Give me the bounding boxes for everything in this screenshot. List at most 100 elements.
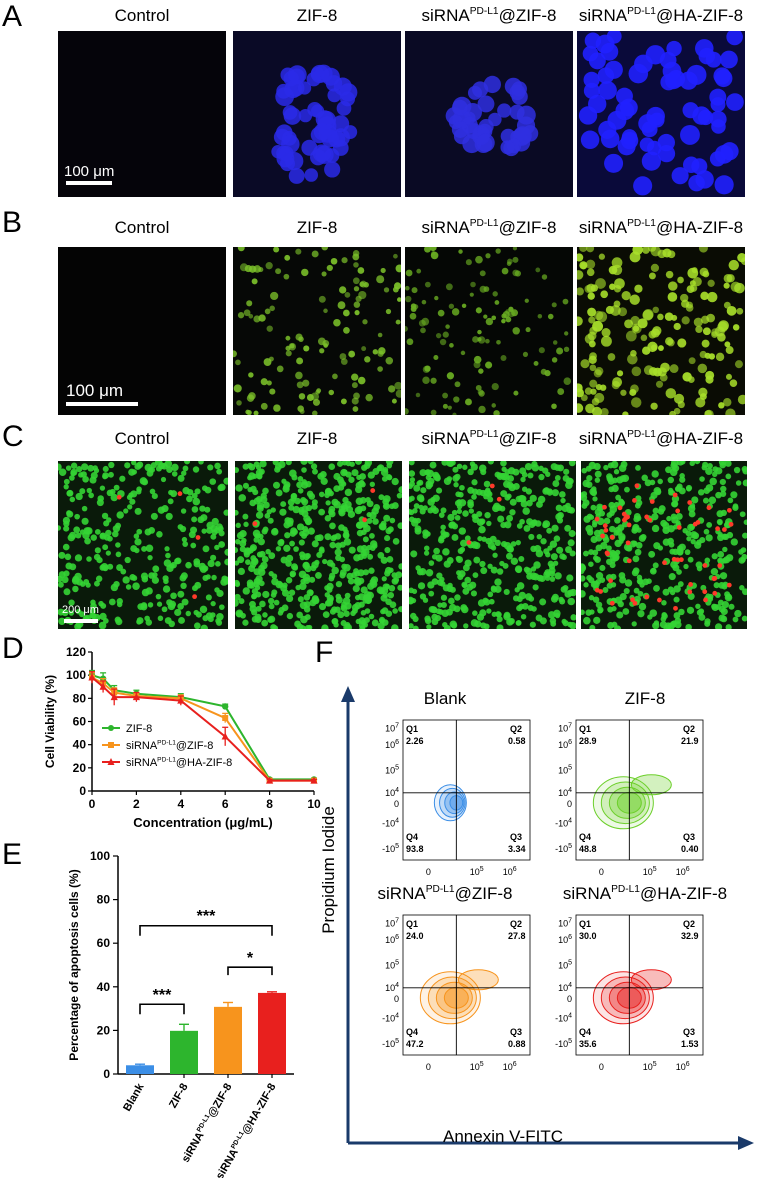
cell (477, 329, 482, 335)
live-cell (61, 609, 69, 617)
live-cell (632, 555, 640, 563)
panel-label-f: F (315, 636, 334, 669)
live-cell (690, 538, 696, 545)
quadrant-value-q4: 47.2 (406, 1039, 424, 1049)
live-cell (344, 602, 352, 610)
live-cell (218, 541, 226, 548)
cell-nucleus (298, 108, 313, 123)
live-cell (515, 620, 522, 626)
cell (650, 263, 660, 272)
cell (351, 397, 359, 405)
live-cell (424, 469, 431, 476)
live-cell (666, 515, 672, 522)
live-cell (718, 614, 726, 622)
live-cell (243, 521, 249, 528)
live-cell (595, 571, 604, 580)
live-cell (428, 560, 435, 566)
dead-cell (675, 508, 681, 514)
live-cell (385, 610, 393, 617)
live-cell (181, 536, 188, 543)
cell-nucleus (321, 67, 340, 86)
cell (352, 277, 360, 285)
cell (701, 339, 710, 348)
live-cell (288, 504, 295, 511)
live-cell (554, 572, 562, 580)
cell (681, 299, 690, 308)
live-cell (242, 482, 249, 489)
live-cell (133, 533, 140, 539)
cell (406, 338, 414, 346)
live-cell (633, 587, 640, 594)
live-cell (500, 540, 508, 548)
live-cell (280, 556, 288, 564)
live-cell (160, 476, 167, 483)
live-cell (556, 517, 564, 524)
live-cell (237, 567, 245, 576)
cell (235, 359, 241, 366)
y-tick-label: 100 (90, 849, 110, 863)
panel-label-e: E (2, 838, 23, 871)
cell (551, 302, 557, 308)
cell-nucleus (714, 145, 734, 164)
cell (434, 295, 439, 301)
live-cell (581, 590, 586, 598)
live-cell (697, 489, 705, 496)
live-cell (261, 528, 268, 535)
live-cell (367, 553, 374, 560)
live-cell (442, 548, 450, 556)
cell (265, 262, 273, 270)
cell (631, 366, 642, 377)
live-cell (711, 553, 718, 560)
dead-cell (644, 514, 650, 520)
dead-cell (600, 533, 605, 539)
cell (652, 367, 662, 377)
cell (341, 257, 348, 264)
live-cell (164, 546, 170, 552)
live-cell (582, 479, 590, 488)
live-cell (685, 623, 692, 629)
live-cell (548, 566, 556, 574)
live-cell (658, 505, 666, 513)
live-cell (664, 622, 672, 629)
cell (525, 327, 531, 333)
live-cell (285, 461, 292, 466)
cell (421, 299, 427, 305)
quadrant-name: Q1 (406, 724, 418, 734)
live-cell (144, 528, 152, 536)
live-cell (335, 593, 342, 600)
live-cell (540, 538, 547, 545)
live-cell (351, 607, 358, 614)
quadrant-name: Q4 (579, 1027, 591, 1037)
live-cell (66, 490, 73, 497)
live-cell (516, 523, 523, 529)
cell (736, 307, 744, 315)
live-cell (270, 507, 276, 513)
cell (302, 379, 310, 387)
live-cell (462, 510, 469, 517)
cell (699, 267, 709, 277)
cell (699, 350, 707, 359)
live-cell (409, 596, 415, 605)
live-cell (105, 550, 111, 556)
live-cell (215, 560, 221, 567)
live-cell (583, 616, 591, 625)
live-cell (123, 508, 129, 514)
live-cell (204, 506, 211, 513)
cell (317, 337, 326, 346)
cell-nucleus (588, 94, 607, 114)
cell (405, 295, 412, 303)
live-cell (570, 614, 576, 621)
cell (665, 337, 674, 346)
cell-nucleus (304, 168, 319, 182)
cell (587, 292, 595, 300)
cell (687, 267, 699, 279)
y-tick-label: 105 (558, 959, 572, 970)
live-cell (496, 624, 504, 629)
dead-cell (602, 523, 608, 529)
live-cell (410, 612, 417, 620)
group-title-sirna-zif8: siRNAPD-L1@ZIF-8 (422, 6, 557, 25)
live-cell (66, 510, 72, 516)
live-cell (286, 612, 294, 620)
cell (405, 325, 408, 332)
live-cell (386, 556, 394, 563)
